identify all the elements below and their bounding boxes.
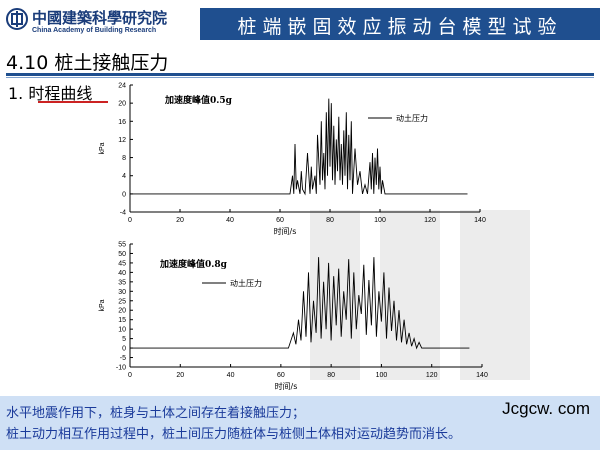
x-tick-label: 80	[326, 217, 334, 224]
x-tick-label: 120	[426, 372, 438, 379]
y-tick-label: -10	[116, 365, 126, 372]
logo-chinese-name: 中國建築科學研究院	[32, 9, 168, 27]
sub-title-underline	[38, 101, 108, 103]
y-tick-label: 45	[118, 260, 126, 267]
y-tick-label: 30	[118, 289, 126, 296]
x-tick-label: 20	[176, 217, 184, 224]
x-tick-label: 40	[227, 372, 235, 379]
y-tick-label: 0	[122, 191, 126, 198]
y-tick-label: 0	[122, 346, 126, 353]
y-tick-label: 8	[122, 155, 126, 162]
y-tick-label: 12	[118, 137, 126, 144]
chart-title: 加速度峰值0.5g	[164, 94, 233, 106]
x-tick-label: 60	[276, 217, 284, 224]
header-band: 桩端嵌固效应振动台模型试验	[200, 8, 600, 40]
y-tick-label: 10	[118, 327, 126, 334]
y-axis-label: kPa	[99, 299, 106, 311]
y-tick-label: 20	[118, 101, 126, 108]
x-axis-label: 时间/s	[275, 381, 298, 391]
x-tick-label: 0	[128, 217, 132, 224]
x-tick-label: 140	[476, 372, 488, 379]
x-axis-label: 时间/s	[274, 226, 297, 236]
x-tick-label: 100	[376, 372, 388, 379]
x-tick-label: 80	[327, 372, 335, 379]
legend-label: 动土压力	[230, 278, 262, 288]
chart-0-8g: -10 -5 0 5 10 15 20 25 30 35 40 45 50 55 0 20 40 60 80 100 1…	[99, 242, 488, 392]
y-tick-label: -5	[120, 355, 126, 362]
summary-line-2: 桩土动力相互作用过程中，桩土间压力随桩体与桩侧土体相对运动趋势而消长。	[6, 427, 462, 442]
y-axis-label: kPa	[99, 142, 106, 154]
logo-english-name: China Academy of Building Research	[32, 27, 157, 34]
x-tick-label: 140	[474, 217, 486, 224]
series-line-dynamic-pressure	[130, 257, 470, 350]
series-line-dynamic-pressure	[130, 98, 468, 196]
y-tick-label: 15	[118, 317, 126, 324]
sub-title: 1. 时程曲线	[8, 84, 93, 103]
summary-box: 水平地震作用下，桩身与土体之间存在着接触压力； 桩土动力相互作用过程中，桩土间压…	[0, 396, 600, 450]
y-tick-label: 35	[118, 279, 126, 286]
chart-title: 加速度峰值0.8g	[159, 258, 228, 270]
y-tick-label: 5	[122, 336, 126, 343]
y-tick-label: 25	[118, 298, 126, 305]
watermark-logo-icon	[310, 210, 530, 380]
x-tick-label: 20	[176, 372, 184, 379]
y-tick-label: 16	[118, 119, 126, 126]
title-rule-thin	[6, 77, 594, 78]
y-tick-label: 50	[118, 251, 126, 258]
y-tick-label: 4	[122, 173, 126, 180]
x-tick-label: 120	[424, 217, 436, 224]
y-tick-label: 40	[118, 270, 126, 277]
header-logo: 中國建築科學研究院 China Academy of Building Rese…	[0, 0, 200, 40]
title-rule	[6, 73, 594, 76]
legend-label: 动土压力	[396, 113, 428, 123]
site-watermark-text: Jcgcw. com	[502, 399, 590, 418]
x-tick-label: 100	[374, 217, 386, 224]
x-tick-label: 0	[128, 372, 132, 379]
y-tick-label: 20	[118, 308, 126, 315]
y-tick-label: 24	[118, 83, 126, 90]
section-title: 4.10 桩土接触压力	[6, 52, 169, 74]
summary-line-1: 水平地震作用下，桩身与土体之间存在着接触压力；	[6, 406, 306, 421]
x-tick-label: 40	[226, 217, 234, 224]
slide-header-title: 桩端嵌固效应振动台模型试验	[237, 16, 563, 38]
x-tick-label: 60	[277, 372, 285, 379]
academy-logo-icon	[6, 8, 28, 30]
y-tick-label: -4	[120, 210, 126, 217]
y-tick-label: 55	[118, 242, 126, 249]
